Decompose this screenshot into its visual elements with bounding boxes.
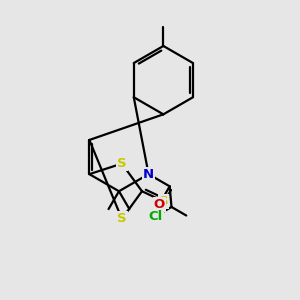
Text: O: O bbox=[154, 198, 165, 211]
Text: N: N bbox=[143, 168, 154, 181]
Text: Cl: Cl bbox=[148, 210, 163, 223]
Text: S: S bbox=[117, 157, 127, 170]
Text: S: S bbox=[117, 212, 127, 225]
Text: S: S bbox=[159, 195, 168, 208]
